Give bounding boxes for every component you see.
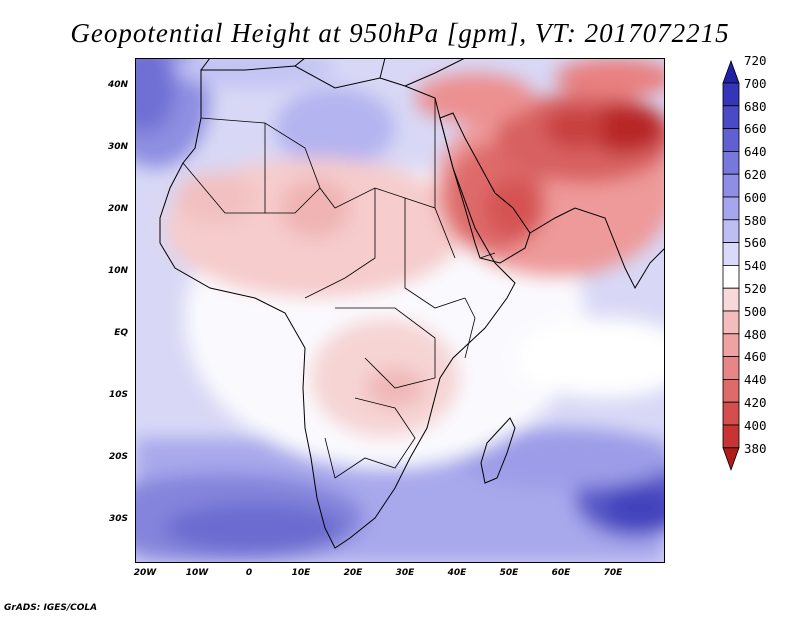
lon-label-30e: 30E	[395, 568, 415, 578]
colorbar-swatch	[722, 150, 740, 175]
colorbar-swatch	[722, 264, 740, 289]
colorbar-label: 400	[744, 417, 767, 433]
colorbar-label: 580	[744, 212, 767, 228]
height-field-map	[135, 57, 666, 563]
africa-coastline	[159, 65, 516, 549]
colorbar-label: 420	[744, 395, 767, 410]
map-panel	[135, 57, 666, 563]
map-title: Geopotential Height at 950hPa [gpm], VT:…	[70, 18, 730, 48]
lon-label-0: 0	[245, 568, 253, 578]
coastlines	[159, 57, 666, 549]
arabia-coastline	[439, 112, 531, 264]
colorbar-swatch	[722, 356, 740, 380]
colorbar-label: 560	[744, 235, 767, 251]
colorbar-label: 640	[744, 144, 767, 160]
colorbar-bottom-arrow	[722, 447, 740, 471]
colorbar-label: 660	[744, 121, 767, 137]
country-borders	[182, 98, 496, 479]
colorbar-swatch	[722, 378, 740, 403]
grads-credit: GrADS: IGES/COLA	[4, 603, 98, 613]
lat-label-20n: 20N	[107, 204, 128, 214]
colorbar-swatch	[722, 196, 740, 221]
colorbar-label: 500	[744, 303, 767, 319]
lat-label-30s: 30S	[108, 514, 128, 524]
colorbar-swatch	[722, 128, 740, 152]
colorbar-swatch	[722, 310, 740, 335]
colorbar-swatch	[722, 219, 740, 244]
lat-label-40n: 40N	[107, 80, 128, 90]
height-shading	[135, 58, 665, 563]
lat-label-10n: 10N	[107, 266, 128, 276]
lon-label-10e: 10E	[291, 568, 311, 578]
colorbar-label: 600	[744, 189, 767, 205]
colorbar-label: 520	[744, 281, 767, 296]
colorbar-swatch	[722, 173, 740, 198]
colorbar-label: 700	[744, 75, 767, 91]
lon-label-70e: 70E	[603, 568, 623, 578]
map-frame	[135, 58, 665, 563]
colorbar-label: 460	[744, 349, 767, 365]
colorbar-top-arrow	[722, 59, 740, 84]
lat-label-30n: 30N	[107, 142, 128, 152]
colorbar-label: 720	[744, 53, 767, 68]
colorbar-label: 480	[744, 326, 767, 342]
colorbar-swatch	[722, 424, 740, 449]
colorbar-swatch	[722, 82, 740, 107]
lon-label-10w: 10W	[185, 568, 209, 578]
colorbar-swatch	[722, 242, 740, 266]
lat-label-10s: 10S	[108, 390, 128, 400]
colorbar-label: 620	[744, 167, 767, 182]
colorbar-swatch	[722, 333, 740, 357]
colorbar-swatch	[722, 287, 740, 312]
colorbar-label: 440	[744, 372, 767, 388]
lat-label-20s: 20S	[108, 452, 128, 462]
europe-coastline	[200, 57, 466, 87]
lon-label-20e: 20E	[343, 568, 363, 578]
lon-label-20w: 20W	[133, 568, 157, 578]
madagascar-outline	[480, 417, 516, 484]
colorbar-label: 380	[744, 440, 767, 456]
asia-coastline	[529, 207, 666, 290]
lon-label-50e: 50E	[499, 568, 519, 578]
colorbar-swatch	[722, 105, 740, 130]
colorbar-swatch	[722, 401, 740, 426]
colorbar-label: 540	[744, 258, 767, 274]
colorbar-label: 680	[744, 98, 767, 114]
lon-label-60e: 60E	[551, 568, 571, 578]
lon-label-40e: 40E	[447, 568, 467, 578]
lat-label-eq: EQ	[114, 328, 128, 338]
